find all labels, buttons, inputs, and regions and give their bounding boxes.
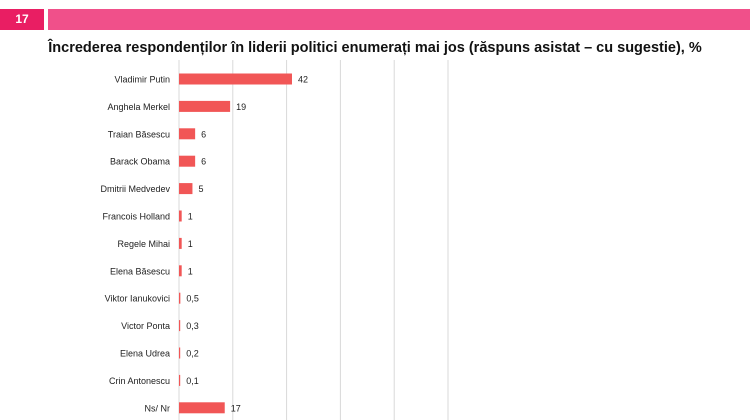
bar	[179, 237, 182, 249]
category-label: Victor Ponta	[121, 321, 170, 331]
bar	[179, 183, 193, 195]
data-label: 5	[198, 184, 203, 194]
category-label: Regele Mihai	[117, 239, 170, 249]
category-label: Dmitrii Medvedev	[100, 184, 170, 194]
bar	[179, 100, 231, 112]
category-label: Barack Obama	[110, 157, 170, 167]
data-label: 1	[188, 212, 193, 222]
category-label: Traian Băsescu	[108, 129, 170, 139]
bar	[179, 155, 196, 167]
bar	[179, 210, 182, 222]
category-label: Anghela Merkel	[107, 102, 170, 112]
data-label: 17	[231, 403, 241, 413]
category-label: Elena Băsescu	[110, 266, 170, 276]
data-label: 1	[188, 266, 193, 276]
category-label: Ns/ Nr	[145, 403, 171, 413]
bar	[179, 265, 182, 277]
category-label: Crin Antonescu	[109, 376, 170, 386]
data-label: 42	[298, 75, 308, 85]
bar	[179, 128, 196, 140]
data-label: 19	[236, 102, 246, 112]
bar-chart: Vladimir Putin 42 Anghela Merkel 19 Traian B…	[100, 60, 449, 420]
category-label: Francois Holland	[102, 212, 170, 222]
bar	[179, 374, 181, 386]
bar	[179, 292, 181, 304]
chart-title: Încrederea respondenților în liderii pol…	[48, 40, 702, 56]
category-label: Vladimir Putin	[114, 75, 170, 85]
data-label: 6	[201, 129, 206, 139]
data-label: 0,3	[186, 321, 199, 331]
bar	[179, 320, 181, 332]
bar	[179, 73, 292, 85]
data-label: 1	[188, 239, 193, 249]
bar	[179, 347, 181, 359]
data-label: 0,5	[186, 294, 199, 304]
bar	[179, 402, 225, 414]
top-bar: 17	[0, 9, 750, 30]
data-label: 0,1	[186, 376, 199, 386]
header-stripe	[48, 9, 750, 30]
category-label: Elena Udrea	[120, 349, 170, 359]
data-label: 6	[201, 157, 206, 167]
category-label: Viktor Ianukovici	[105, 294, 170, 304]
data-label: 0,2	[186, 349, 199, 359]
slide-number: 17	[0, 9, 44, 30]
